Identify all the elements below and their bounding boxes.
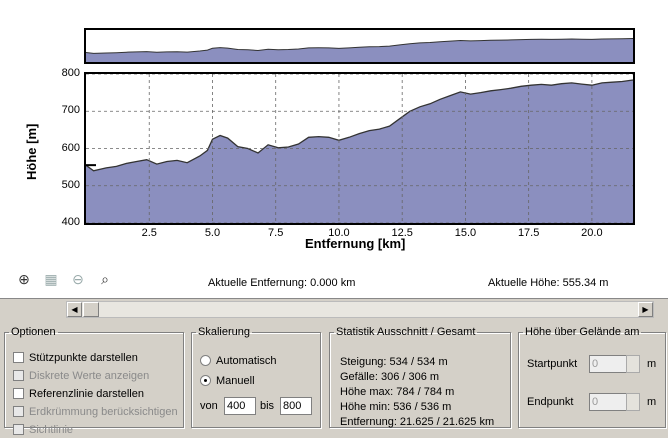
terrain-height-legend: Höhe über Gelände am xyxy=(525,326,640,338)
end-spinner[interactable] xyxy=(626,393,640,411)
overview-line xyxy=(86,38,633,54)
end-input[interactable]: 0 xyxy=(589,393,627,411)
x-tick-label: 12.5 xyxy=(391,227,413,239)
statistics-group: Statistik Ausschnitt / Gesamt Steigung: … xyxy=(329,326,511,428)
statistic-row: Höhe min: 536 / 536 m xyxy=(340,401,452,413)
statistic-row: Gefälle: 306 / 306 m xyxy=(340,371,440,383)
statistic-row: Steigung: 534 / 534 m xyxy=(340,356,448,368)
to-label: bis xyxy=(260,400,275,412)
manual-radio-label: Manuell xyxy=(216,375,255,387)
from-input[interactable]: 400 xyxy=(224,397,256,415)
elevation-line xyxy=(86,79,633,172)
option-label: Referenzlinie darstellen xyxy=(29,388,144,400)
arrow-left-icon: ◀ xyxy=(71,305,78,314)
auto-radio-label: Automatisch xyxy=(216,355,277,367)
options-group: Optionen Stützpunkte darstellen Diskrete … xyxy=(4,326,184,436)
option-label: Sichtlinie xyxy=(29,424,74,436)
y-tick-label: 400 xyxy=(61,216,80,228)
horizontal-scrollbar[interactable]: ◀ ▶ xyxy=(66,301,654,318)
x-axis-label: Entfernung [km] xyxy=(305,236,406,251)
option-row: Erdkrümmung berücksichtigen xyxy=(13,406,178,420)
profile-chart-area: Höhe [m] 400 500 600 700 800 2.5 5.0 7.5 10.0 12… xyxy=(0,0,668,299)
scaling-group: Skalierung Automatisch Manuell von 400 b… xyxy=(191,326,321,428)
x-tick-label: 10.0 xyxy=(328,227,350,239)
scroll-right-button[interactable]: ▶ xyxy=(638,302,653,317)
end-unit: m xyxy=(647,396,657,408)
scroll-thumb[interactable] xyxy=(83,302,99,317)
option-row[interactable]: Stützpunkte darstellen xyxy=(13,352,138,366)
zoom-out-icon[interactable]: ⊖ xyxy=(72,271,84,287)
start-spinner[interactable] xyxy=(626,355,640,373)
start-input[interactable]: 0 xyxy=(589,355,627,373)
auto-radio-row[interactable]: Automatisch xyxy=(200,355,277,369)
zoom-area-icon[interactable]: ▦ xyxy=(44,271,58,287)
elevation-area xyxy=(86,80,633,223)
y-axis-label: Höhe [m] xyxy=(24,123,39,180)
x-tick-label: 5.0 xyxy=(204,227,221,239)
option-checkbox xyxy=(13,406,24,417)
to-input[interactable]: 800 xyxy=(280,397,312,415)
overview-svg xyxy=(86,38,633,62)
scroll-left-button[interactable]: ◀ xyxy=(67,302,82,317)
option-checkbox[interactable] xyxy=(13,352,24,363)
x-tick-label: 15.0 xyxy=(454,227,477,239)
option-row: Sichtlinie xyxy=(13,424,73,438)
x-tick-label: 20.0 xyxy=(581,227,603,239)
y-tick-label: 600 xyxy=(61,141,80,154)
terrain-height-group: Höhe über Gelände am Startpunkt 0 m Endp… xyxy=(518,326,666,428)
options-legend: Optionen xyxy=(11,326,56,338)
x-tick-label: 17.5 xyxy=(517,227,540,239)
option-label: Diskrete Werte anzeigen xyxy=(29,370,150,382)
option-label: Stützpunkte darstellen xyxy=(29,352,138,364)
option-label: Erdkrümmung berücksichtigen xyxy=(29,406,178,418)
y-tick-label: 500 xyxy=(61,178,80,191)
overview-plot[interactable] xyxy=(84,28,635,64)
start-unit: m xyxy=(647,358,657,370)
overview-area xyxy=(86,38,633,62)
option-row: Diskrete Werte anzeigen xyxy=(13,370,149,384)
end-label: Endpunkt xyxy=(527,396,574,408)
statistic-row: Entfernung: 21.625 / 21.625 km xyxy=(340,416,495,428)
elevation-plot[interactable] xyxy=(84,72,635,225)
from-label: von xyxy=(200,400,218,412)
option-checkbox[interactable] xyxy=(13,388,24,399)
auto-radio[interactable] xyxy=(200,355,211,366)
current-height-readout: Aktuelle Höhe: 555.34 m xyxy=(488,277,609,289)
statistic-row: Höhe max: 784 / 784 m xyxy=(340,386,455,398)
arrow-right-icon: ▶ xyxy=(642,305,649,314)
option-checkbox xyxy=(13,370,24,381)
start-label: Startpunkt xyxy=(527,358,578,370)
option-row[interactable]: Referenzlinie darstellen xyxy=(13,388,144,402)
manual-radio-row[interactable]: Manuell xyxy=(200,375,255,389)
x-tick-label: 7.5 xyxy=(268,227,284,239)
x-tick-label: 2.5 xyxy=(141,227,157,239)
current-distance-readout: Aktuelle Entfernung: 0.000 km xyxy=(208,277,356,289)
zoom-in-icon[interactable]: ⊕ xyxy=(18,271,30,287)
elevation-svg xyxy=(86,74,633,223)
manual-radio[interactable] xyxy=(200,375,211,386)
statistics-legend: Statistik Ausschnitt / Gesamt xyxy=(336,326,476,338)
y-tick-label: 800 xyxy=(61,67,80,79)
y-tick-label: 700 xyxy=(61,104,80,117)
scaling-legend: Skalierung xyxy=(198,326,250,338)
zoom-full-icon[interactable]: ⌕ xyxy=(101,271,109,287)
option-checkbox xyxy=(13,424,24,435)
